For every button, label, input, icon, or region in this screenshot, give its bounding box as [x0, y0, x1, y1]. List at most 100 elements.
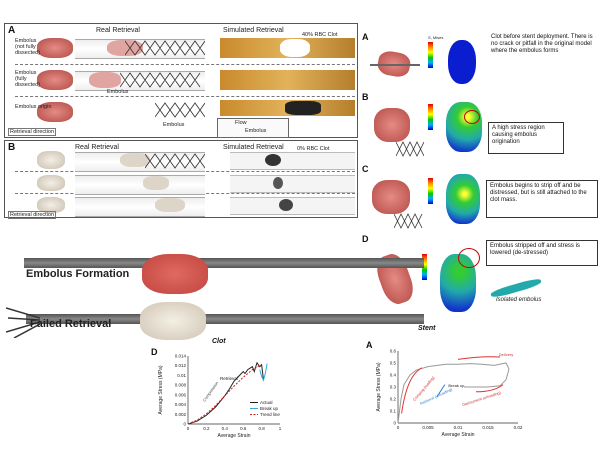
clot-model	[372, 180, 410, 214]
annotation: Delivery	[499, 352, 513, 357]
right-callout-a: Clot before stent deployment. There is n…	[488, 32, 596, 84]
y-tick-label: 0	[393, 421, 396, 426]
deployment-arrow	[475, 384, 504, 393]
y-tick-label: 0.5	[390, 361, 397, 366]
x-tick-label: 0.005	[422, 425, 434, 430]
chart-a2: 0 0.005 0.01 0.015 0.02 0 0.1 0.2 0.3 0.4 0.5 0.6 Av…	[376, 349, 523, 439]
flow-label: Flow	[235, 120, 247, 126]
panel-a: A Real Retrieval Simulated Retrieval 40%…	[4, 23, 358, 138]
y-tick-label: 0.004	[175, 402, 187, 407]
stent-wires	[145, 153, 205, 169]
x-tick-label: 0.2	[203, 426, 210, 431]
y-tick-label: 0.014	[175, 354, 187, 359]
x-axis-label: Average Strain	[218, 433, 251, 439]
retrieval-direction-b: Retrieval direction	[8, 211, 57, 219]
stripped-marker	[458, 248, 480, 268]
sim-vessel	[220, 70, 355, 90]
y-tick-label: 0.6	[390, 349, 397, 354]
stress-model	[446, 102, 482, 152]
right-callout-c: Embolus begins to strip off and be distr…	[486, 180, 598, 218]
y-tick-label: 0.3	[390, 385, 397, 390]
panel-a-label: A	[8, 25, 16, 36]
clot-thumbnail	[37, 38, 73, 58]
x-tick-label: 0.6	[240, 426, 247, 431]
y-tick-label: 0.1	[390, 409, 397, 414]
legend-entry: Actual	[260, 400, 273, 405]
x-tick-label: 0.015	[482, 425, 494, 430]
y-tick-label: 0.008	[175, 383, 187, 388]
x-tick-label: 0	[397, 425, 400, 430]
y-tick-label: 0	[183, 422, 186, 427]
clot-thumbnail	[37, 102, 73, 122]
clot-in-vessel	[89, 72, 121, 88]
stent-wires	[155, 102, 205, 118]
chart-d: 0 0.2 0.4 0.6 0.8 1 0 0.002 0.004 0.006 0.008 0.01 0…	[158, 354, 282, 440]
legend-entry: Trend line	[260, 412, 280, 417]
y-tick-label: 0.01	[177, 373, 186, 378]
row-label: Embolus (fully dissected)	[15, 70, 41, 88]
y-axis-label: Average Stress (MPa)	[158, 365, 164, 414]
panel-b-label: B	[8, 142, 16, 153]
clot-model	[374, 108, 410, 142]
chart-a2-label: A	[366, 340, 373, 350]
loading-arrow	[401, 367, 423, 414]
color-legend	[428, 178, 433, 204]
isolated-embolus-shape	[489, 276, 543, 300]
failed-retrieval-band	[26, 314, 424, 324]
vessel	[75, 197, 205, 217]
sim-vessel	[230, 175, 355, 193]
retrieval-arrow	[436, 384, 446, 397]
y-tick-label: 0.2	[390, 397, 397, 402]
color-legend	[422, 254, 427, 280]
y-tick-label: 0.012	[175, 363, 187, 368]
colorbar-title: S, Mises	[428, 35, 444, 40]
clot-thumbnail	[37, 151, 65, 169]
x-tick-label: 0.4	[222, 426, 229, 431]
clot-thumbnail	[37, 197, 65, 213]
panel-b-real-header: Real Retrieval	[75, 144, 119, 151]
vessel	[75, 175, 205, 195]
annotation: Retrieval	[220, 376, 238, 381]
clot-in-vessel	[120, 153, 150, 167]
stent-caption: Stent	[418, 325, 436, 332]
failed-retrieval-wires	[6, 307, 40, 338]
panel-a-real-header: Real Retrieval	[96, 27, 140, 34]
annotation: Compression	[202, 380, 220, 402]
panel-b: B Real Retrieval Simulated Retrieval 0% …	[4, 140, 358, 219]
panel-b-row-3	[15, 195, 355, 217]
row-label: Embolus (not fully dissected)	[15, 38, 41, 56]
panel-a-rbc-note: 40% RBC Clot	[302, 32, 338, 38]
clot-caption: Clot	[212, 338, 226, 345]
right-row-label: D	[362, 234, 369, 244]
series-line	[187, 364, 262, 425]
embolus-formation-clot	[142, 254, 208, 294]
panel-a-row-3: Embolus origin Embolus	[15, 98, 355, 128]
stent-wires	[125, 40, 205, 56]
sim-embolus-label: Embolus	[245, 128, 267, 134]
x-tick-label: 0	[187, 426, 190, 431]
sim-embolus	[280, 39, 310, 57]
right-callout-d: Embolus stripped off and stress is lower…	[486, 240, 598, 266]
panel-b-rbc-note: 0% RBC Clot	[297, 146, 330, 152]
color-legend	[428, 42, 433, 68]
x-tick-label: 0.8	[258, 426, 265, 431]
clot-in-vessel	[143, 176, 169, 190]
panel-b-sim-header: Simulated Retrieval	[223, 144, 284, 151]
failed-retrieval-clot	[140, 302, 206, 340]
isolated-embolus-label: Isolated embolus	[496, 297, 542, 303]
sim-clot-dark	[285, 101, 321, 115]
x-tick-label: 1	[279, 426, 282, 431]
panel-b-row-1	[15, 149, 355, 172]
series-line	[464, 368, 510, 388]
x-axis-label: Average Strain	[442, 432, 475, 438]
clot-thumbnail	[37, 175, 65, 191]
right-panel: A S, Mises Clot before stent deployment.…	[360, 22, 600, 322]
flow-box	[217, 118, 289, 138]
high-stress-marker	[464, 110, 480, 124]
clot-in-vessel	[107, 40, 143, 56]
failed-retrieval-label: Failed Retrieval	[30, 318, 112, 330]
panel-a-row-2: Embolus (fully dissected) Embolus	[15, 66, 355, 97]
stent-wires	[394, 213, 423, 229]
color-legend	[428, 104, 433, 130]
vessel-embolus-label: Embolus	[107, 89, 129, 95]
